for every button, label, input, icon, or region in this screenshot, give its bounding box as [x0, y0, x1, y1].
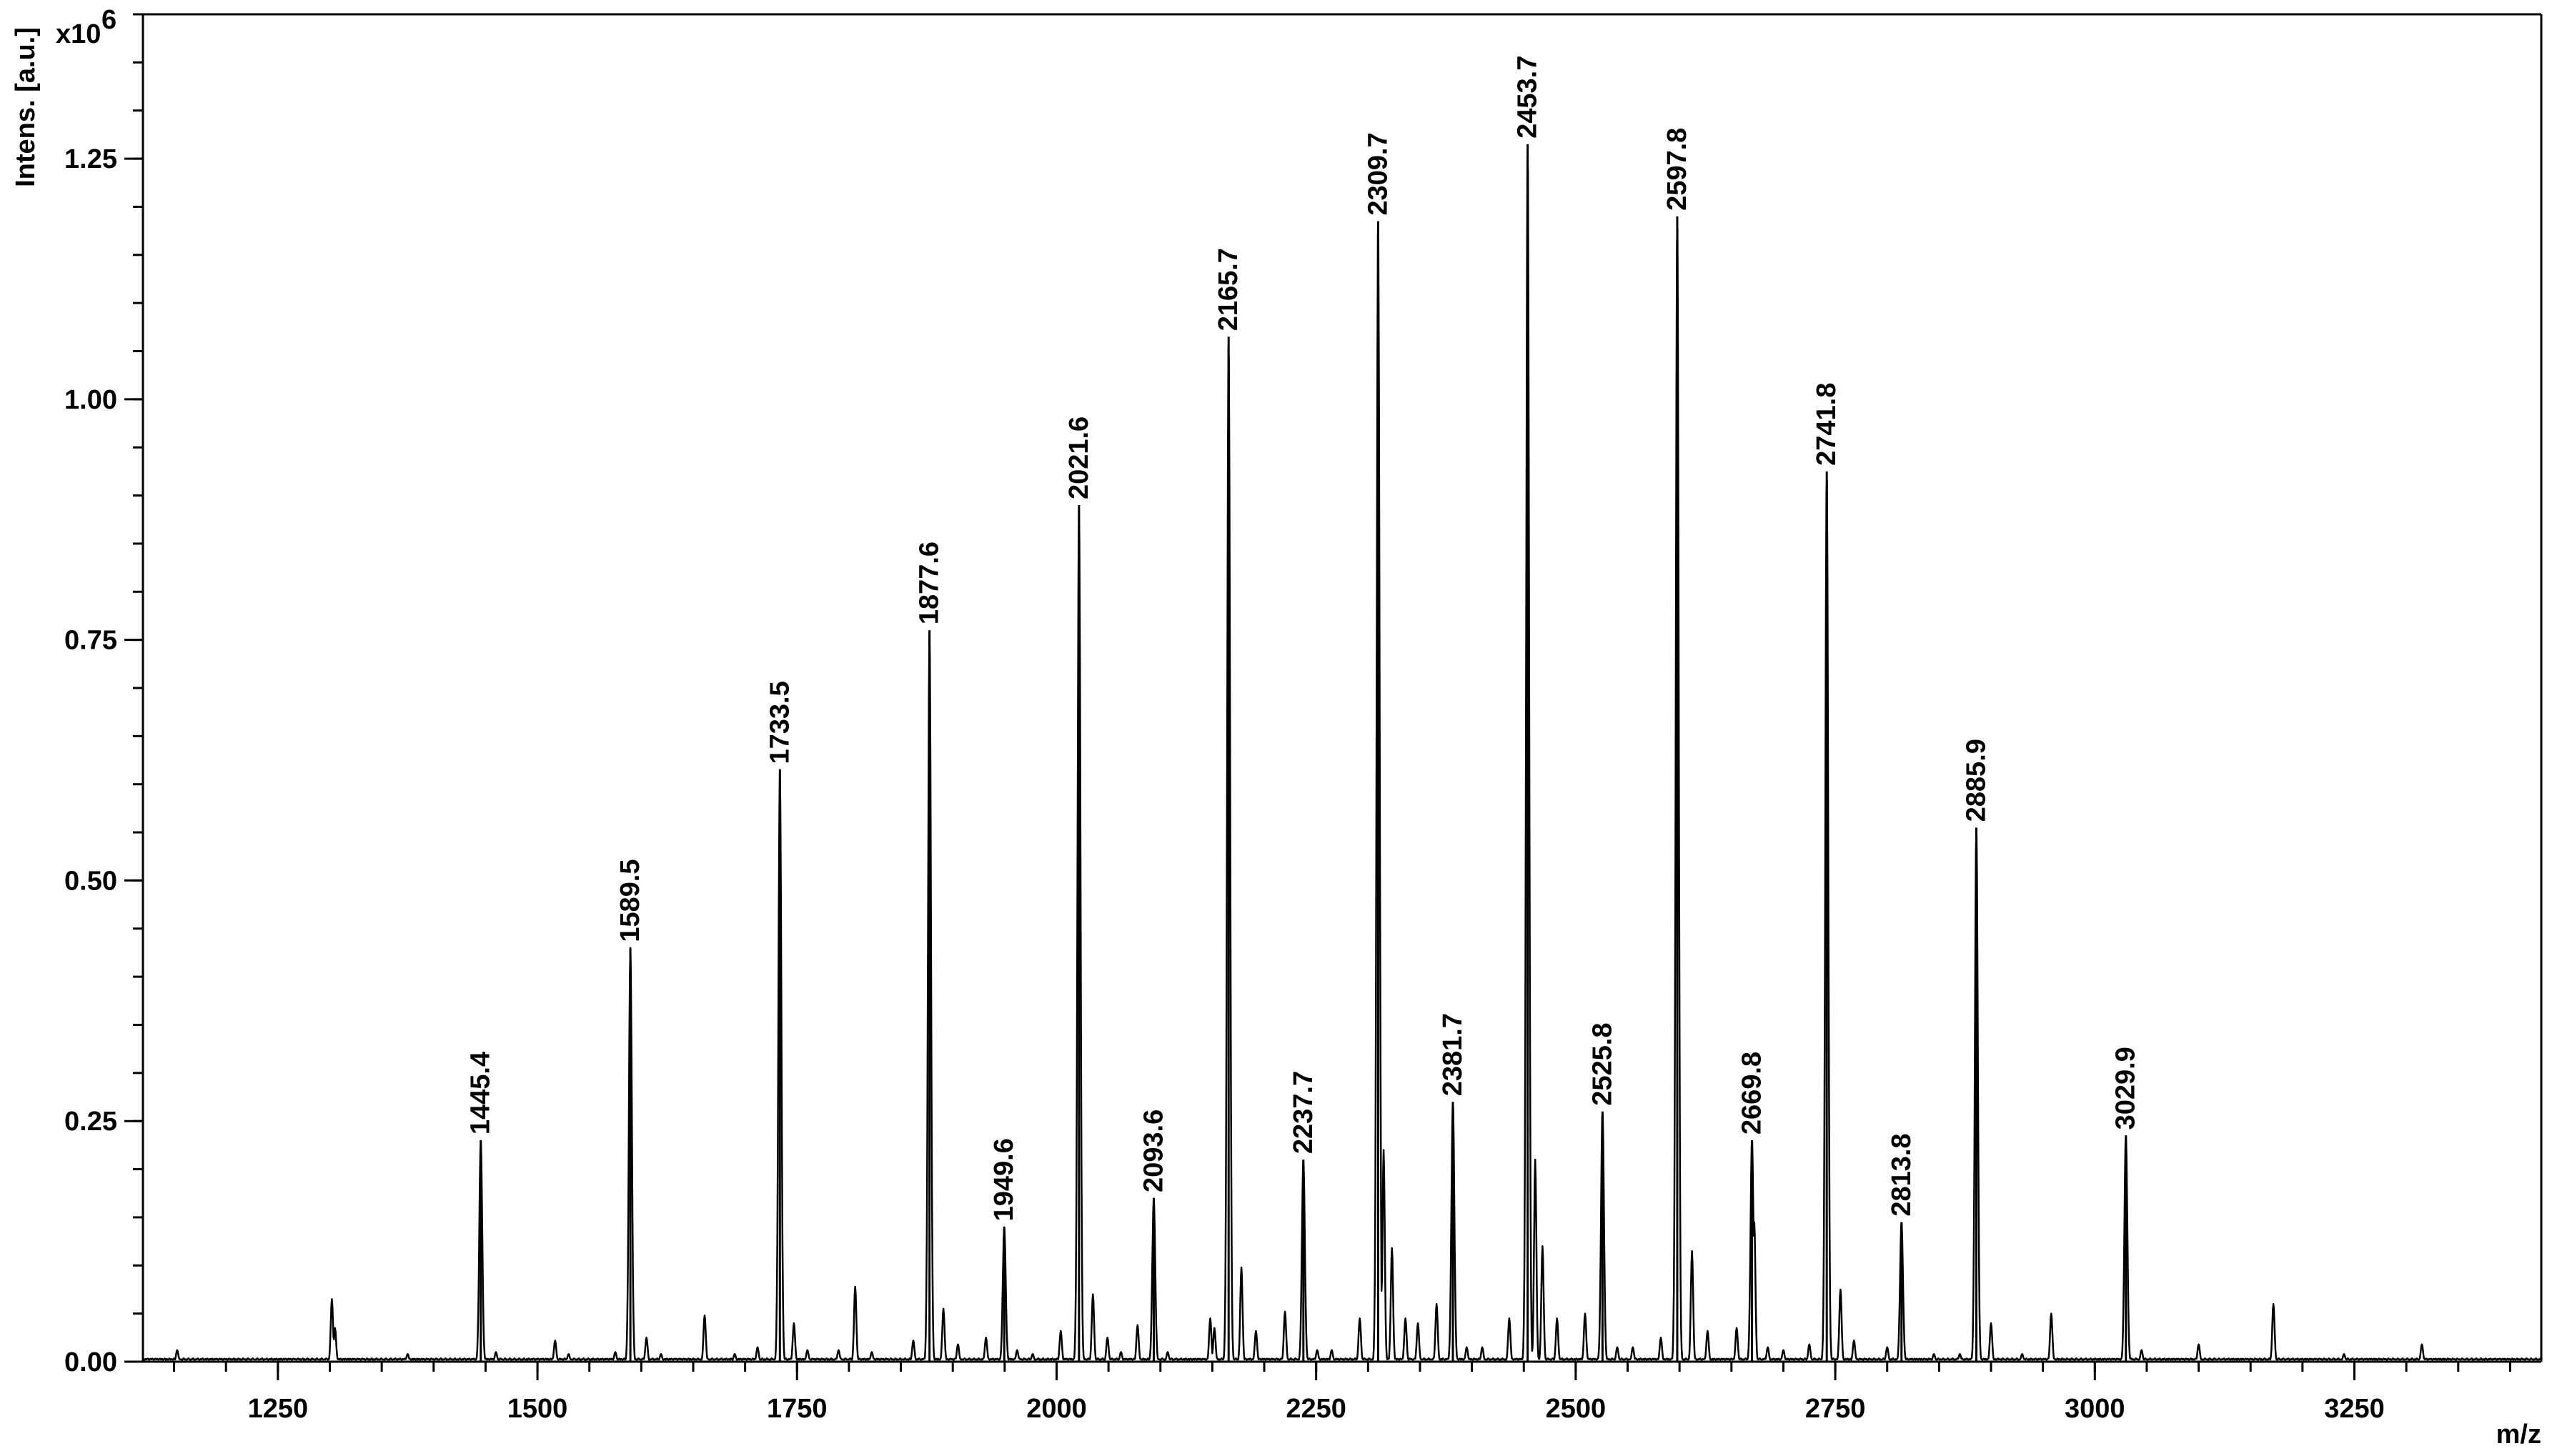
- peak-labels-layer: 1445.4 1589.5 1733.5 1877.6 1949.6 2021.6 2093…: [466, 56, 2141, 1222]
- peak-label: 2813.8: [1887, 1133, 1917, 1216]
- x-tick-label: 3000: [2065, 1394, 2125, 1424]
- peak-label: 2669.8: [1737, 1052, 1767, 1135]
- peak-label: 2381.7: [1438, 1013, 1468, 1096]
- peak-label: 1589.5: [615, 859, 645, 942]
- y-tick-label: 0.00: [64, 1347, 117, 1377]
- spectrum-trace: [142, 155, 2542, 1361]
- x-tick-label: 3250: [2324, 1394, 2385, 1424]
- y-multiplier-exponent: 6: [101, 5, 116, 35]
- x-tick-label: 2750: [1805, 1394, 1866, 1424]
- peak-label: 2453.7: [1513, 56, 1543, 139]
- peak-label: 1949.6: [989, 1138, 1019, 1221]
- peak-label: 2525.8: [1587, 1023, 1617, 1106]
- peak-label: 1877.6: [915, 542, 945, 624]
- peak-label: 2597.8: [1662, 128, 1692, 211]
- x-tick-label: 2500: [1546, 1394, 1607, 1424]
- x-tick-label: 1750: [767, 1394, 828, 1424]
- peak-label: 2165.7: [1213, 248, 1243, 331]
- peak-label: 1733.5: [765, 681, 795, 764]
- y-tick-label: 0.25: [64, 1107, 117, 1137]
- y-axis-title: Intens. [a.u.]: [11, 27, 41, 187]
- x-tick-label: 2000: [1026, 1394, 1087, 1424]
- peak-label: 1445.4: [466, 1052, 496, 1135]
- y-tick-label: 1.00: [64, 385, 117, 415]
- peak-label: 2741.8: [1812, 383, 1842, 466]
- peak-label: 2237.7: [1289, 1071, 1319, 1154]
- y-tick-label: 0.75: [64, 626, 117, 656]
- x-tick-label: 2250: [1286, 1394, 1346, 1424]
- spectrum-layer: [142, 144, 2542, 1362]
- axes-layer: 1250 1500 1750 2000 2250 2500 2750 3000 3250 0.00…: [64, 13, 2543, 1424]
- peak-label: 2309.7: [1363, 132, 1393, 215]
- y-multiplier-base: x10: [56, 19, 101, 49]
- peak-label: 2021.6: [1064, 417, 1094, 499]
- y-tick-label: 0.50: [64, 866, 117, 896]
- peak-label: 2093.6: [1138, 1110, 1168, 1192]
- titles-layer: Intens. [a.u.] m/z x10 6: [11, 5, 2541, 1450]
- x-tick-label: 1500: [507, 1394, 568, 1424]
- x-tick-label: 1250: [248, 1394, 309, 1424]
- peak-label: 2885.9: [1962, 739, 1992, 822]
- peak-label: 3029.9: [2111, 1047, 2141, 1130]
- y-tick-label: 1.25: [64, 144, 117, 174]
- x-axis-title: m/z: [2496, 1420, 2541, 1450]
